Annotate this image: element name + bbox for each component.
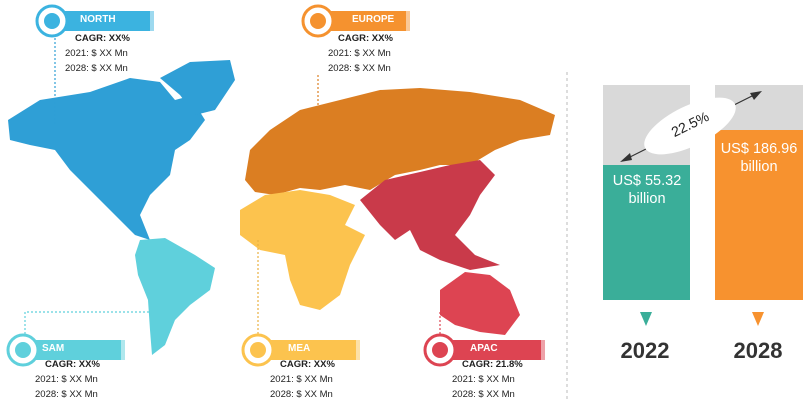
tag-bar	[318, 11, 406, 31]
region-name: EUROPE	[352, 14, 395, 25]
region-cagr: CAGR: XX%	[338, 33, 393, 44]
bar-value: US$ 186.96 billion	[720, 141, 798, 175]
tag-bar	[52, 11, 150, 31]
marker-2028	[752, 312, 764, 326]
tag-icon	[432, 342, 448, 358]
bar-year: 2028	[733, 338, 783, 363]
tag-bar	[258, 340, 356, 360]
tag-end	[121, 340, 125, 360]
tag-icon	[310, 13, 326, 29]
region-cagr: CAGR: XX%	[280, 359, 335, 370]
arrowhead	[620, 153, 632, 162]
north-america	[8, 78, 205, 240]
region-2028: 2028: $ XX Mn	[270, 389, 333, 400]
australia	[440, 272, 520, 335]
rate-bubble	[644, 97, 736, 155]
region-name: NORTH	[80, 14, 116, 25]
region-2028: 2028: $ XX Mn	[328, 63, 391, 74]
greenland	[160, 60, 235, 115]
bar-year: 2022	[620, 338, 670, 363]
region-2021: 2021: $ XX Mn	[270, 374, 333, 385]
region-2021: 2021: $ XX Mn	[35, 374, 98, 385]
region-2028: 2028: $ XX Mn	[65, 63, 128, 74]
tag-end	[541, 340, 545, 360]
connectors	[24, 38, 441, 338]
tag-end	[406, 11, 410, 31]
connector	[24, 311, 150, 338]
region-2021: 2021: $ XX Mn	[65, 48, 128, 59]
tag-end	[356, 340, 360, 360]
arrowhead	[750, 91, 762, 100]
apac	[360, 160, 500, 270]
tag-bar	[23, 340, 121, 360]
africa	[240, 190, 365, 310]
tag-icon	[44, 13, 60, 29]
region-name: APAC	[470, 343, 498, 354]
region-2021: 2021: $ XX Mn	[452, 374, 515, 385]
region-2028: 2028: $ XX Mn	[35, 389, 98, 400]
marker-2022	[640, 312, 652, 326]
region-tags	[6, 4, 545, 367]
region-name: SAM	[42, 343, 65, 354]
tag-icon	[15, 342, 31, 358]
tag-icon	[250, 342, 266, 358]
tag-end	[150, 11, 154, 31]
region-cagr: CAGR: XX%	[75, 33, 130, 44]
world-map	[8, 60, 555, 355]
bar-value: US$ 55.32 billion	[612, 173, 682, 207]
growth-panel	[603, 85, 803, 326]
region-2021: 2021: $ XX Mn	[328, 48, 391, 59]
region-name: MEA	[288, 343, 311, 354]
region-2028: 2028: $ XX Mn	[452, 389, 515, 400]
bar-2028	[715, 130, 803, 300]
south-america	[135, 238, 215, 355]
europe-asia	[245, 88, 555, 195]
region-cagr: CAGR: 21.8%	[462, 359, 523, 370]
region-cagr: CAGR: XX%	[45, 359, 100, 370]
bar-2022	[603, 165, 690, 300]
tag-bar	[440, 340, 541, 360]
